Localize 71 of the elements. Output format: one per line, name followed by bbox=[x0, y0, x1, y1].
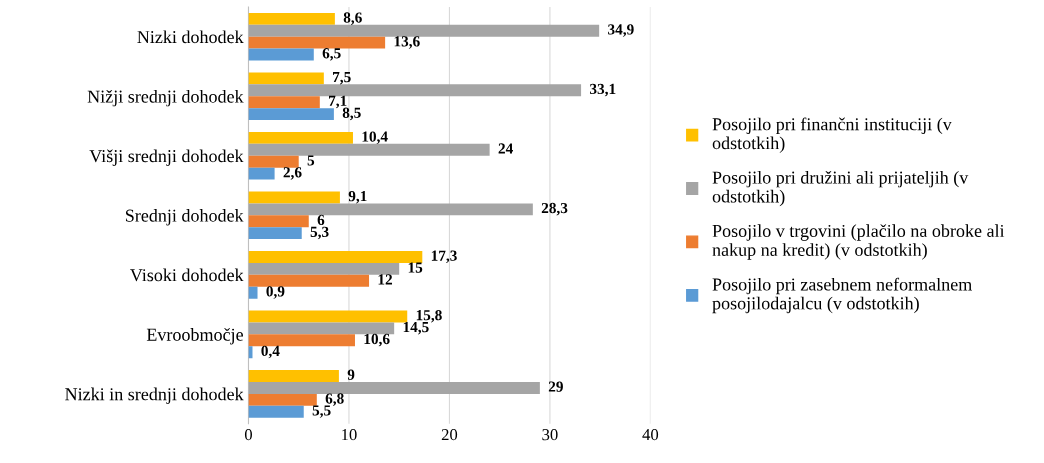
data-label: 10,4 bbox=[362, 131, 388, 144]
bar bbox=[248, 191, 340, 204]
bar bbox=[248, 370, 339, 382]
bar bbox=[248, 131, 353, 144]
bar bbox=[248, 203, 533, 216]
data-label: 14,5 bbox=[403, 321, 429, 335]
bar bbox=[248, 108, 334, 121]
x-tick-label: 40 bbox=[642, 428, 659, 441]
data-label: 8,6 bbox=[343, 12, 362, 25]
bar bbox=[248, 12, 335, 25]
x-tick-label: 0 bbox=[244, 428, 252, 441]
bar bbox=[248, 286, 258, 299]
bar bbox=[248, 262, 400, 275]
data-label: 5,5 bbox=[312, 405, 331, 418]
y-tick-label: Evroobmočje bbox=[146, 328, 243, 345]
bar bbox=[248, 155, 299, 168]
bar bbox=[248, 334, 355, 347]
bar bbox=[248, 405, 304, 418]
data-label: 28,3 bbox=[541, 202, 568, 216]
x-tick-label: 10 bbox=[342, 428, 357, 441]
data-label: 33,1 bbox=[589, 83, 616, 97]
y-tick-label: Nizki dohodek bbox=[137, 30, 244, 44]
data-label: 10,6 bbox=[364, 333, 390, 347]
bar bbox=[248, 143, 490, 156]
legend-label: Posojilo pri zasebnem neformalnem posojilodajalcu (v odstotkih) bbox=[712, 277, 972, 314]
data-label: 17,3 bbox=[431, 250, 457, 263]
bar bbox=[248, 310, 408, 323]
data-label: 12 bbox=[378, 274, 393, 285]
bar bbox=[248, 96, 320, 109]
data-label: 24 bbox=[498, 143, 513, 154]
data-label: 6 bbox=[317, 214, 325, 226]
bar bbox=[248, 167, 275, 180]
data-label: 9,1 bbox=[348, 190, 367, 204]
bar bbox=[248, 215, 309, 228]
bar bbox=[248, 227, 302, 240]
data-label: 15 bbox=[408, 262, 423, 273]
y-tick-label: Nižji srednji dohodek bbox=[87, 89, 244, 107]
data-label: 9 bbox=[347, 369, 355, 380]
bar bbox=[248, 84, 582, 97]
data-label: 5,3 bbox=[310, 226, 329, 240]
legend-label: Posojilo pri družini ali prijateljih (v odstotkih) bbox=[712, 170, 969, 207]
data-label: 7,5 bbox=[333, 72, 351, 85]
x-tick-label: 30 bbox=[542, 428, 558, 441]
bar bbox=[248, 251, 423, 263]
data-label: 34,9 bbox=[608, 24, 634, 37]
bar bbox=[248, 72, 324, 85]
data-label: 5 bbox=[307, 155, 315, 166]
data-label: 15,8 bbox=[416, 310, 442, 323]
bar bbox=[248, 36, 386, 49]
data-label: 0,9 bbox=[266, 286, 285, 299]
data-label: 8,5 bbox=[342, 107, 361, 121]
data-label: 29 bbox=[548, 381, 563, 392]
y-tick-label: Višji srednji dohodek bbox=[89, 149, 244, 166]
data-label: 2,6 bbox=[283, 167, 302, 180]
legend-label: Posojilo pri finančni instituciji (v odstotkih) bbox=[712, 117, 952, 153]
data-label: 13,6 bbox=[394, 36, 420, 49]
y-tick-label: Visoki dohodek bbox=[130, 268, 244, 282]
bar bbox=[248, 274, 370, 287]
data-label: 6,8 bbox=[325, 393, 344, 406]
data-label: 0,4 bbox=[261, 345, 280, 359]
data-label: 7,1 bbox=[329, 95, 347, 109]
bar bbox=[248, 393, 317, 406]
bar bbox=[248, 24, 600, 37]
legend-label: Posojilo v trgovini (plačilo na obroke ali nakup na kredit) (v odstotkih) bbox=[712, 224, 1005, 260]
y-tick-label: Srednji dohodek bbox=[125, 209, 244, 226]
bar bbox=[248, 322, 395, 335]
y-tick-label: Nizki in srednji dohodek bbox=[65, 387, 244, 404]
bar bbox=[248, 48, 314, 61]
x-tick-label: 20 bbox=[441, 428, 458, 441]
data-label: 6,5 bbox=[322, 48, 341, 61]
bar bbox=[248, 381, 540, 394]
